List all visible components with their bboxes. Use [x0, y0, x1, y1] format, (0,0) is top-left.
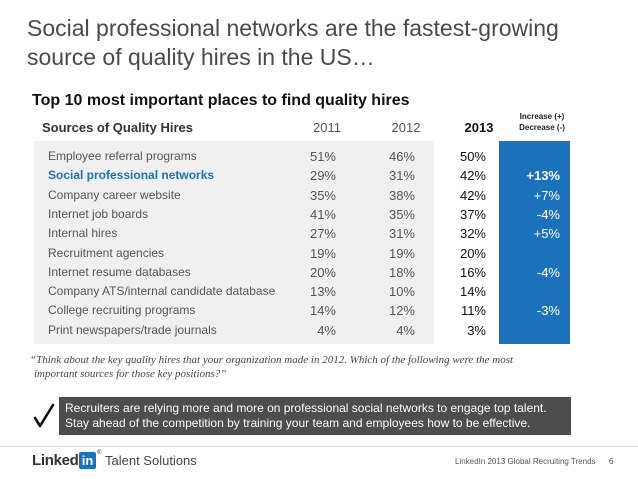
callout-line-1: Recruiters are relying more and more on … [65, 401, 547, 415]
value-2011: 41% [309, 206, 336, 222]
value-2013: 32% [459, 226, 486, 242]
source-label: Recruitment agencies [48, 245, 165, 260]
year-header-2011: 2011 [313, 120, 341, 135]
value-2011: 51% [309, 149, 336, 164]
slide-title: Social professional networks are the fas… [27, 14, 627, 72]
source-label: Company career website [48, 187, 181, 202]
value-2013: 42% [459, 168, 486, 184]
value-2011: 14% [309, 303, 336, 319]
change-value: +7% [533, 187, 560, 203]
value-2011: 20% [309, 264, 336, 280]
source-label: Internet job boards [48, 206, 149, 221]
survey-question-line-2: important sources for those key position… [34, 368, 227, 380]
change-value: -4% [536, 264, 560, 280]
change-column-background [499, 141, 570, 344]
sources-header: Sources of Quality Hires [42, 120, 193, 135]
year-header-2012: 2012 [391, 120, 421, 135]
value-2013: 14% [459, 284, 486, 300]
value-2012: 35% [388, 206, 415, 222]
title-line-1: Social professional networks are the fas… [27, 15, 559, 41]
value-2012: 12% [388, 303, 415, 319]
callout-line-2: Stay ahead of the competition by trainin… [65, 416, 531, 430]
table-row: Recruitment agencies 19% 19% 20% [0, 244, 638, 263]
callout-text: Recruiters are relying more and more on … [65, 401, 565, 431]
source-label: Print newspapers/trade journals [48, 322, 217, 337]
value-2012: 19% [388, 245, 415, 261]
logo-linked-text: Linked [32, 452, 79, 469]
change-value: -4% [536, 206, 560, 222]
value-2012: 18% [388, 264, 415, 280]
year-header-2013: 2013 [464, 120, 494, 135]
value-2011: 27% [309, 226, 336, 242]
survey-question-line-1: “Think about the key quality hires that … [30, 354, 514, 366]
source-label: Employee referral programs [48, 149, 197, 163]
change-value: +5% [533, 226, 560, 242]
value-2012: 31% [388, 168, 415, 184]
title-line-2: source of quality hires in the US… [27, 44, 375, 70]
value-2012: 10% [388, 284, 415, 300]
value-2013: 37% [459, 206, 486, 222]
table-row: Internet job boards 41% 35% 37% -4% [0, 205, 638, 224]
change-value: +13% [526, 168, 560, 184]
change-header-decrease: Decrease (-) [519, 123, 565, 132]
survey-question: “Think about the key quality hires that … [30, 353, 590, 381]
logo-in-badge: in [79, 452, 96, 469]
table-row: Print newspapers/trade journals 4% 4% 3% [0, 321, 638, 340]
source-label: Internet resume databases [48, 264, 191, 279]
value-2013: 3% [467, 322, 486, 338]
table-row: Social professional networks 29% 31% 42% +13… [0, 166, 638, 185]
value-2012: 31% [388, 226, 415, 242]
value-2013: 20% [459, 245, 486, 261]
checkmark-icon [29, 397, 59, 435]
value-2012: 4% [396, 322, 415, 338]
value-2011: 19% [309, 245, 336, 261]
source-label: College recruiting programs [48, 303, 196, 318]
source-label: Internal hires [48, 226, 118, 241]
table-row: Company ATS/internal candidate database 1… [0, 282, 638, 301]
page-number: 6 [609, 457, 614, 466]
value-2013: 16% [459, 264, 486, 280]
value-2012: 46% [388, 149, 415, 164]
value-2013: 11% [460, 303, 486, 319]
value-2013: 50% [459, 149, 486, 164]
footer-source: LinkedIn 2013 Global Recruiting Trends [455, 457, 596, 466]
footer-divider [0, 446, 638, 447]
table-row: College recruiting programs 14% 12% 11% -3% [0, 301, 638, 320]
source-label: Social professional networks [48, 168, 215, 183]
change-header: Increase (+) Decrease (-) [512, 111, 572, 133]
table-title: Top 10 most important places to find qua… [32, 92, 410, 109]
table-row: Employee referral programs 51% 46% 50% [0, 147, 638, 166]
value-2011: 35% [309, 187, 336, 203]
change-header-increase: Increase (+) [519, 112, 565, 121]
value-2013: 42% [459, 187, 486, 203]
logo-talent-solutions: Talent Solutions [105, 453, 197, 468]
logo-registered-mark: ® [97, 450, 102, 456]
table-row: Internal hires 27% 31% 32% +5% [0, 224, 638, 243]
change-value: -3% [536, 303, 560, 319]
value-2012: 38% [388, 187, 415, 203]
source-label: Company ATS/internal candidate database [48, 284, 276, 299]
value-2011: 29% [309, 168, 336, 184]
column-2013-background [434, 141, 498, 344]
value-2011: 13% [309, 284, 336, 300]
table-header: Sources of Quality Hires 2011 2012 2013 … [42, 112, 582, 142]
callout-box: Recruiters are relying more and more on … [29, 397, 571, 435]
value-2011: 4% [317, 322, 336, 338]
table-row: Company career website 35% 38% 42% +7% [0, 186, 638, 205]
table-row: Internet resume databases 20% 18% 16% -4% [0, 263, 638, 282]
